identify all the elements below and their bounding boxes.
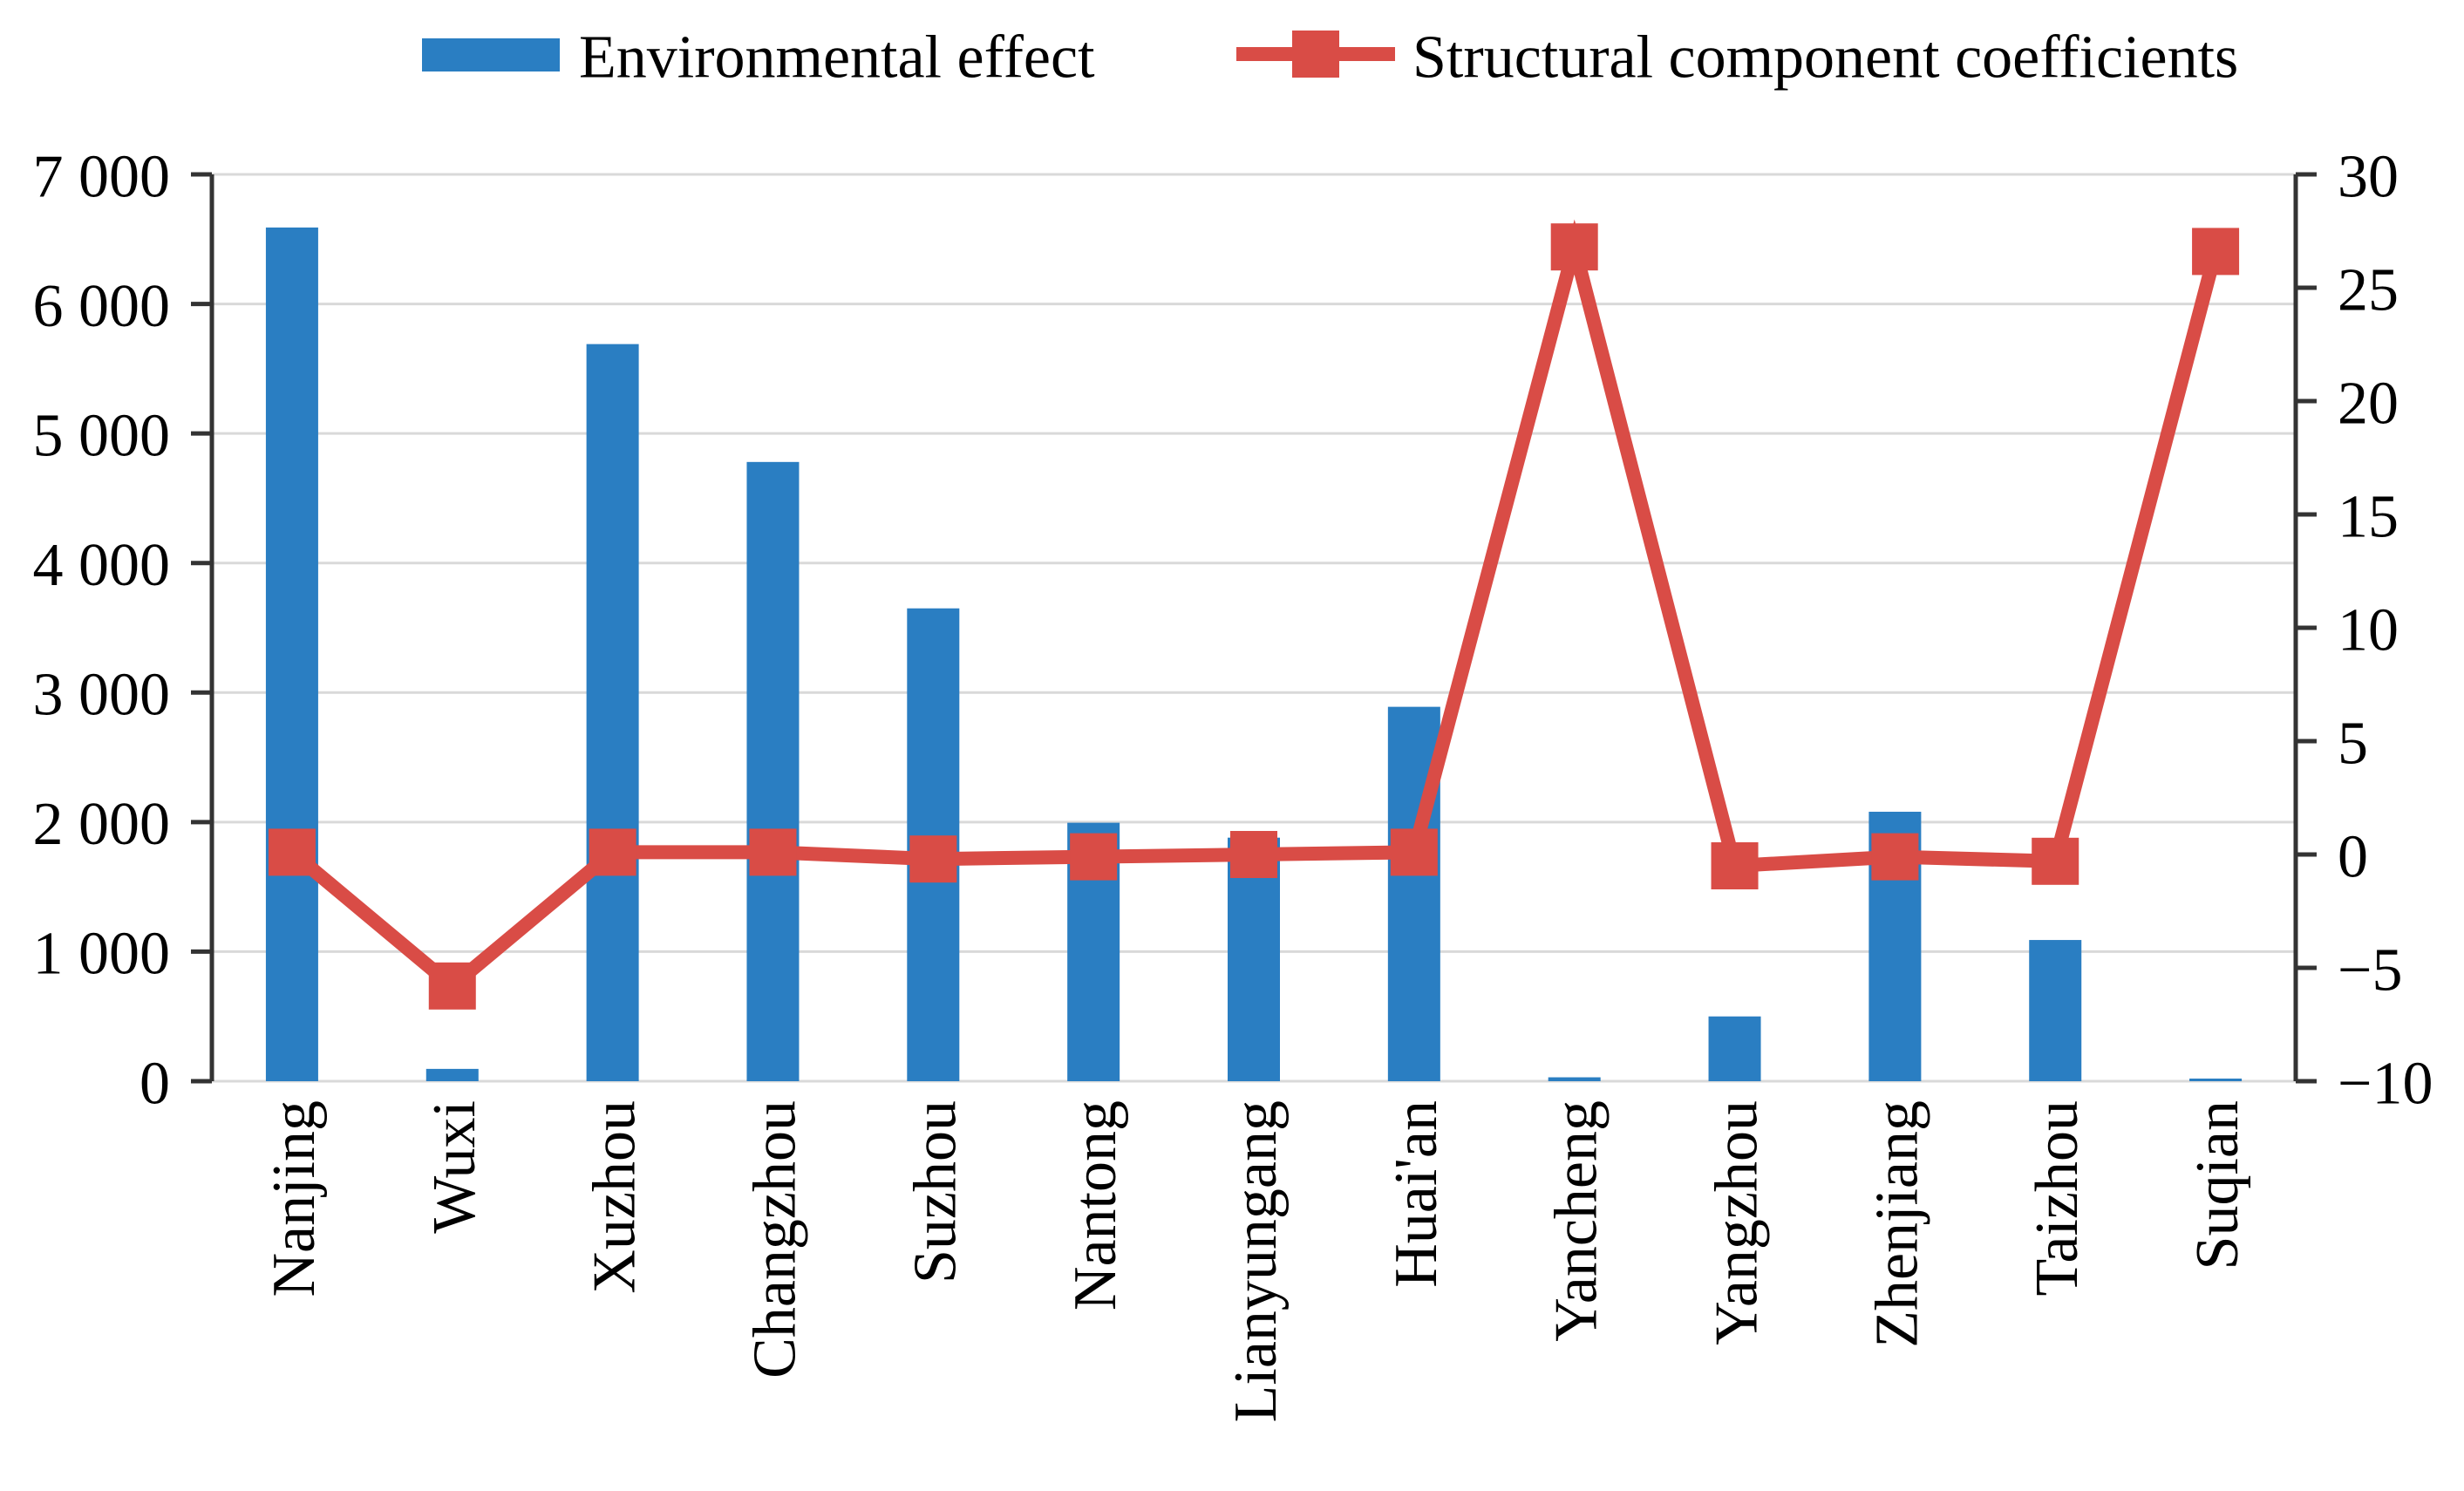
x-label-Nantong: Nantong bbox=[1062, 1100, 1129, 1311]
marker-Suqian bbox=[2192, 228, 2240, 276]
marker-Yancheng bbox=[1550, 223, 1598, 271]
bar-Suqian bbox=[2189, 1079, 2243, 1081]
x-label-Wuxi: Wuxi bbox=[421, 1100, 488, 1234]
x-label-Lianyungang: Lianyungang bbox=[1222, 1100, 1290, 1422]
x-label-Zhenjiang: Zhenjiang bbox=[1863, 1100, 1930, 1348]
bar-Changzhou bbox=[746, 461, 800, 1081]
bar-series bbox=[265, 227, 2243, 1082]
bar-Nanjing bbox=[265, 227, 318, 1081]
legend: Environmental effect Structural component… bbox=[422, 24, 2238, 91]
bar-Xuzhou bbox=[586, 344, 639, 1082]
right-tick-label-0: 0 bbox=[2338, 823, 2368, 890]
left-tick-label-0: 0 bbox=[140, 1050, 170, 1117]
marker-Taizhou bbox=[2032, 837, 2079, 885]
x-label-Huai'an: Huai'an bbox=[1383, 1100, 1450, 1288]
bar-Taizhou bbox=[2029, 940, 2082, 1081]
right-axis: −10 −5 0 5 10 15 20 25 30 bbox=[2296, 143, 2433, 1117]
left-tick-label-1000: 1 000 bbox=[33, 921, 171, 988]
x-label-Yancheng: Yancheng bbox=[1543, 1100, 1610, 1342]
left-tick-label-7000: 7 000 bbox=[33, 143, 171, 210]
bar-Yancheng bbox=[1548, 1077, 1601, 1081]
legend-bar-swatch bbox=[422, 38, 560, 71]
x-label-Nanjing: Nanjing bbox=[261, 1100, 328, 1297]
x-label-Changzhou: Changzhou bbox=[741, 1100, 808, 1379]
x-label-Xuzhou: Xuzhou bbox=[582, 1100, 649, 1294]
right-tick-label-20: 20 bbox=[2338, 370, 2399, 437]
marker-Huai'an bbox=[1390, 828, 1438, 876]
marker-Zhenjiang bbox=[1871, 833, 1919, 881]
marker-Yangzhou bbox=[1711, 842, 1759, 889]
marker-Changzhou bbox=[749, 828, 797, 876]
marker-Lianyungang bbox=[1230, 831, 1277, 878]
left-tick-label-3000: 3 000 bbox=[33, 662, 171, 729]
x-label-Taizhou: Taizhou bbox=[2024, 1100, 2091, 1296]
bar-Lianyungang bbox=[1228, 837, 1280, 1081]
marker-Xuzhou bbox=[589, 828, 636, 876]
x-label-Suqian: Suqian bbox=[2184, 1100, 2251, 1270]
legend-label-structural-component-coefficients: Structural component coefficients bbox=[1412, 24, 2238, 91]
right-tick-label-25: 25 bbox=[2338, 256, 2399, 323]
right-tick-label--5: −5 bbox=[2338, 936, 2402, 1004]
right-tick-label-15: 15 bbox=[2338, 483, 2399, 550]
x-label-Suzhou: Suzhou bbox=[902, 1100, 969, 1283]
right-tick-label-10: 10 bbox=[2338, 596, 2399, 664]
left-tick-label-4000: 4 000 bbox=[33, 532, 171, 599]
bar-Yangzhou bbox=[1708, 1016, 1761, 1081]
x-label-Yangzhou: Yangzhou bbox=[1704, 1100, 1771, 1345]
marker-Nantong bbox=[1070, 833, 1118, 881]
line-series bbox=[268, 219, 2240, 1010]
bar-Wuxi bbox=[425, 1068, 479, 1081]
x-axis-labels: Nanjing Wuxi Xuzhou Changzhou Suzhou Nantong L… bbox=[261, 1100, 2251, 1422]
left-axis: 0 1 000 2 000 3 000 4 000 5 000 6 000 7 000 bbox=[33, 143, 212, 1117]
left-tick-label-2000: 2 000 bbox=[33, 791, 171, 858]
marker-Suzhou bbox=[909, 835, 957, 883]
right-tick-label-30: 30 bbox=[2338, 143, 2399, 210]
marker-Wuxi bbox=[428, 962, 476, 1010]
gridlines bbox=[212, 173, 2296, 1083]
legend-square-marker bbox=[1292, 31, 1339, 78]
legend-label-environmental-effect: Environmental effect bbox=[579, 24, 1095, 91]
left-tick-label-5000: 5 000 bbox=[33, 402, 171, 469]
right-tick-label--10: −10 bbox=[2338, 1050, 2433, 1117]
left-tick-label-6000: 6 000 bbox=[33, 273, 171, 340]
right-tick-label-5: 5 bbox=[2338, 710, 2368, 777]
marker-Nanjing bbox=[268, 828, 316, 876]
